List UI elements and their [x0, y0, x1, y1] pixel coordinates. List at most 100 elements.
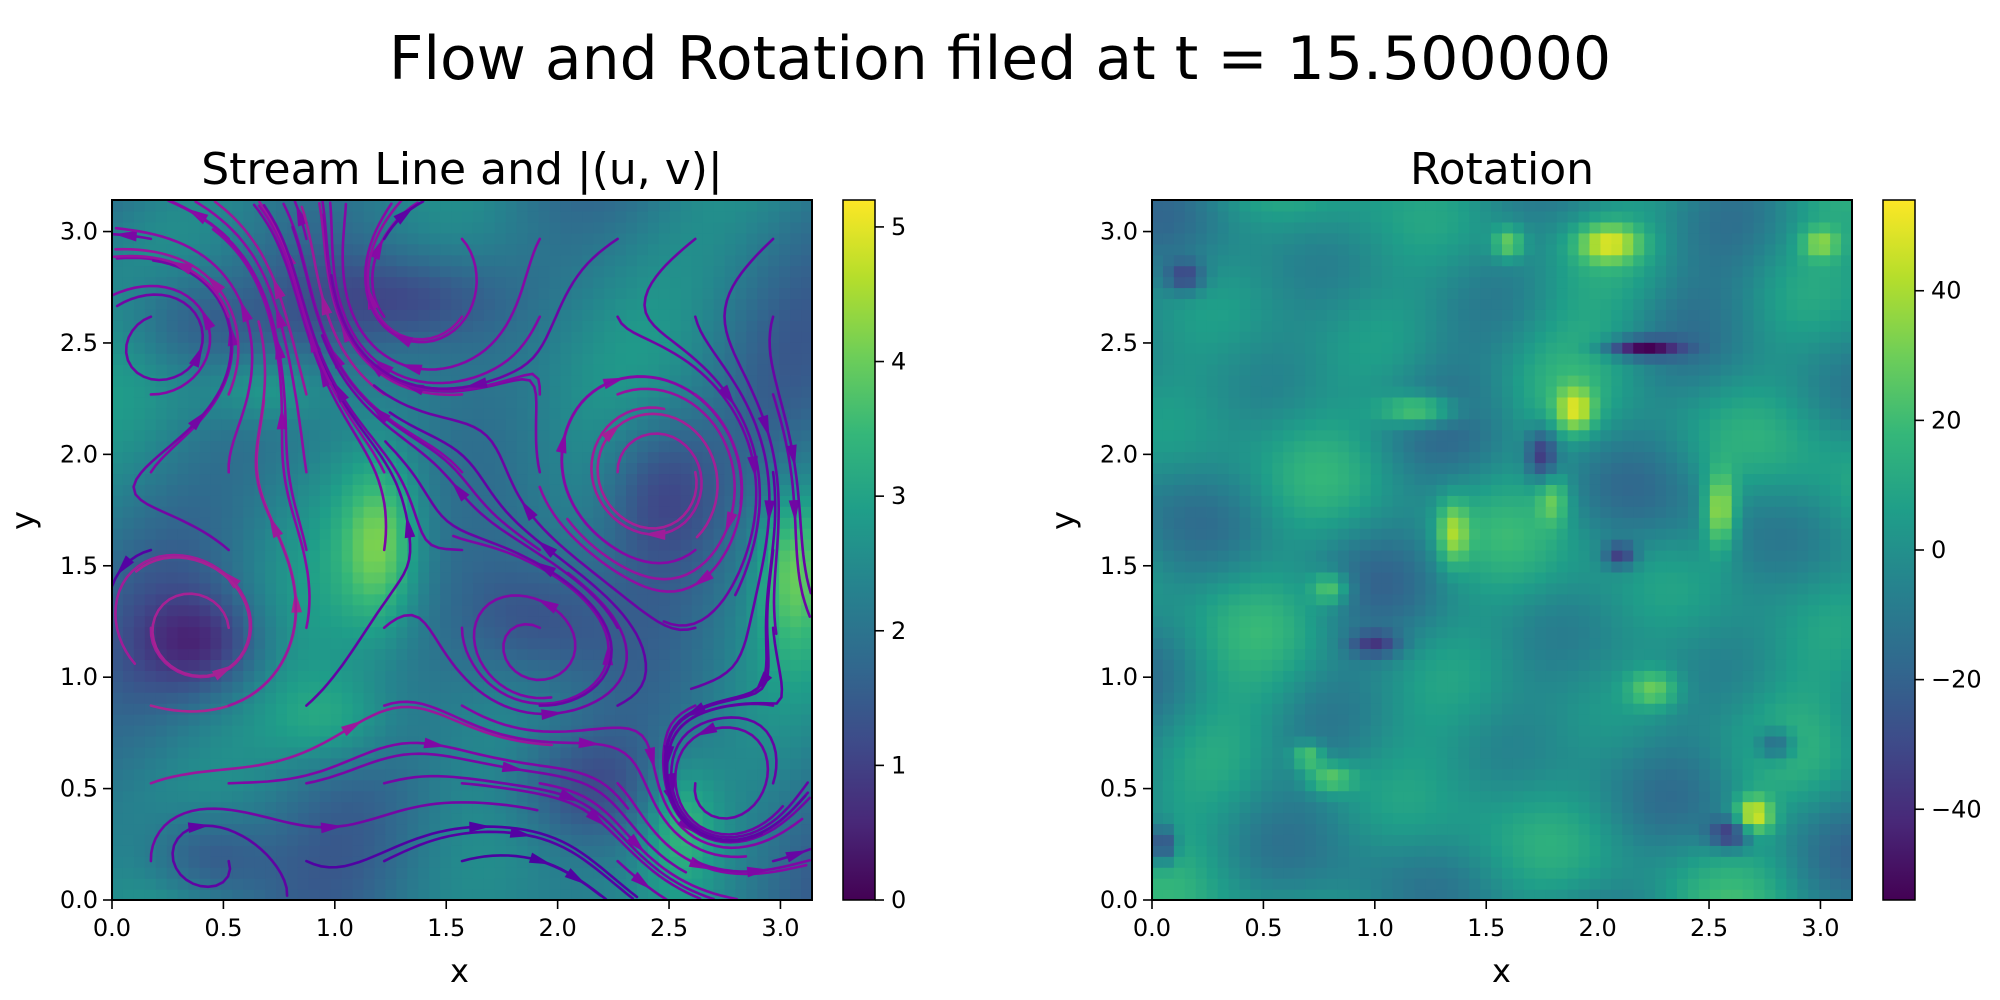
- heatmap-cell: [702, 462, 715, 475]
- heatmap-cell: [1184, 659, 1197, 671]
- heatmap-cell: [363, 823, 376, 835]
- heatmap-cell: [396, 276, 408, 289]
- heatmap-cell: [757, 506, 769, 518]
- heatmap-cell: [1217, 856, 1230, 868]
- heatmap-cell: [407, 396, 419, 409]
- heatmap-cell: [626, 878, 638, 890]
- heatmap-cell: [1152, 790, 1164, 803]
- heatmap-cell: [462, 604, 474, 617]
- heatmap-cell: [462, 375, 474, 387]
- heatmap-cell: [1206, 462, 1219, 475]
- heatmap-cell: [385, 385, 397, 398]
- heatmap-cell: [243, 768, 255, 781]
- heatmap-cell: [221, 462, 233, 475]
- heatmap-cell: [702, 210, 715, 223]
- heatmap-cell: [571, 878, 583, 890]
- heatmap-cell: [341, 221, 354, 234]
- heatmap-cell: [429, 746, 441, 759]
- rotation-heatmap: [1152, 200, 1852, 900]
- heatmap-cell: [1173, 725, 1186, 737]
- heatmap-cell: [177, 265, 190, 278]
- heatmap-cell: [188, 648, 201, 660]
- streamline-arrow: [509, 827, 533, 838]
- heatmap-cell: [451, 331, 463, 343]
- heatmap-cell: [396, 867, 408, 879]
- heatmap-cell: [1195, 462, 1208, 475]
- heatmap-cell: [593, 735, 605, 748]
- heatmap-cell: [1206, 287, 1219, 300]
- heatmap-cell: [669, 735, 682, 748]
- streamline-arrow: [465, 377, 488, 388]
- heatmap-cell: [1250, 823, 1262, 835]
- heatmap-cell: [1152, 506, 1164, 518]
- heatmap-cell: [418, 834, 430, 846]
- heatmap-cell: [757, 790, 769, 803]
- heatmap-cell: [429, 845, 441, 857]
- heatmap-cell: [768, 353, 780, 365]
- heatmap-cell: [177, 746, 190, 759]
- heatmap-cell: [199, 364, 212, 376]
- heatmap-cell: [221, 867, 233, 879]
- heatmap-cell: [144, 221, 157, 234]
- heatmap-cell: [330, 364, 343, 376]
- heatmap-cell: [680, 725, 693, 737]
- heatmap-cell: [451, 681, 463, 693]
- heatmap-cell: [1173, 506, 1186, 518]
- heatmap-cell: [276, 801, 288, 814]
- heatmap-cell: [604, 725, 616, 737]
- heatmap-cell: [374, 462, 387, 475]
- heatmap-cell: [352, 200, 365, 212]
- heatmap-cell: [133, 254, 146, 267]
- heatmap-cell: [538, 232, 551, 245]
- heatmap-cell: [374, 473, 387, 485]
- heatmap-cell: [1184, 309, 1197, 321]
- heatmap-cell: [210, 768, 222, 781]
- heatmap-cell: [396, 440, 408, 453]
- heatmap-cell: [746, 320, 758, 332]
- heatmap-cell: [560, 232, 572, 245]
- heatmap-cell: [407, 210, 419, 223]
- heatmap-cell: [505, 648, 518, 660]
- heatmap-cell: [221, 593, 233, 606]
- heatmap-cell: [243, 593, 255, 606]
- heatmap-cell: [451, 637, 463, 650]
- heatmap-cell: [232, 200, 244, 212]
- heatmap-cell: [593, 790, 605, 803]
- heatmap-cell: [374, 353, 387, 365]
- heatmap-cell: [385, 276, 397, 289]
- heatmap-cell: [680, 342, 693, 354]
- heatmap-cell: [1195, 626, 1208, 639]
- heatmap-cell: [1261, 681, 1273, 693]
- heatmap-cell: [122, 276, 135, 289]
- heatmap-cell: [287, 320, 299, 332]
- heatmap-cell: [440, 856, 452, 868]
- heatmap-cell: [1250, 353, 1262, 365]
- heatmap-cell: [1228, 571, 1241, 584]
- heatmap-cell: [538, 462, 551, 475]
- heatmap-cell: [122, 889, 135, 900]
- heatmap-cell: [1250, 484, 1262, 496]
- heatmap-cell: [483, 320, 496, 332]
- heatmap-cell: [593, 232, 605, 245]
- heatmap-cell: [155, 495, 168, 507]
- streamline-arrow: [114, 230, 138, 242]
- heatmap-cell: [319, 703, 332, 715]
- heatmap-cell: [1261, 703, 1273, 715]
- heatmap-cell: [626, 593, 638, 606]
- heatmap-cell: [122, 681, 135, 693]
- heatmap-cell: [801, 648, 812, 660]
- heatmap-cell: [265, 692, 277, 704]
- heatmap-cell: [265, 342, 277, 354]
- heatmap-cell: [232, 451, 244, 464]
- heatmap-cell: [144, 331, 157, 343]
- heatmap-cell: [549, 528, 562, 540]
- heatmap-cell: [1152, 309, 1164, 321]
- heatmap-cell: [516, 429, 529, 442]
- heatmap-cell: [680, 571, 693, 584]
- heatmap-cell: [363, 232, 376, 245]
- heatmap-cell: [516, 692, 529, 704]
- heatmap-cell: [363, 550, 376, 562]
- heatmap-cell: [352, 681, 365, 693]
- heatmap-cell: [637, 221, 649, 234]
- heatmap-cell: [593, 396, 605, 409]
